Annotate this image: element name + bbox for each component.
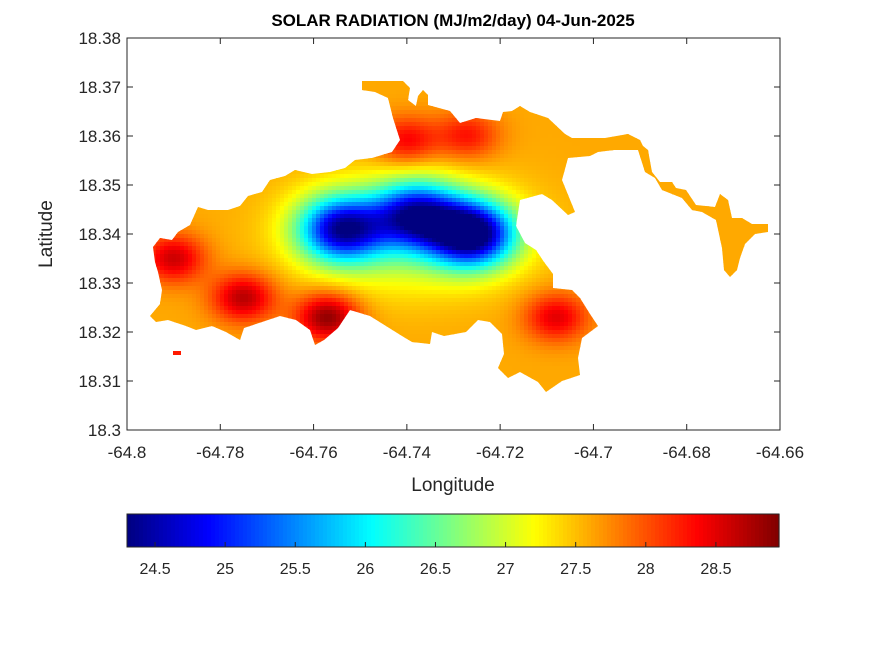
x-tick-label: -64.7 <box>574 443 613 462</box>
x-tick-label: -64.8 <box>108 443 147 462</box>
colorbar-tick-label: 25 <box>216 561 234 578</box>
small-cay <box>173 351 181 355</box>
y-axis-label: Latitude <box>36 200 57 268</box>
axes: -64.8 -64.78 -64.76 -64.74 -64.72 -64.7 -64.68… <box>78 29 804 462</box>
colorbar-strip <box>127 514 780 547</box>
x-ticks: -64.8 -64.78 -64.76 -64.74 -64.72 -64.7 -64.68… <box>108 38 804 462</box>
y-tick-label: 18.38 <box>78 29 121 48</box>
colorbar-ticks: 24.5 25 25.5 26 26.5 27 27.5 28 28.5 <box>139 542 732 578</box>
y-tick-label: 18.3 <box>88 421 121 440</box>
x-axis-label: Longitude <box>411 475 494 496</box>
colorbar-frame <box>126 513 780 548</box>
x-tick-label: -64.78 <box>196 443 244 462</box>
colorbar-tick-label: 27 <box>497 561 515 578</box>
y-tick-label: 18.33 <box>78 274 121 293</box>
x-tick-label: -64.72 <box>476 443 524 462</box>
colorbar-tick-label: 26.5 <box>420 561 451 578</box>
y-ticks: 18.3 18.31 18.32 18.33 18.34 18.35 18.36 18.37 1… <box>78 29 780 440</box>
colorbar-tick-label: 24.5 <box>139 561 170 578</box>
x-tick-label: -64.66 <box>756 443 804 462</box>
colorbar-tick-label: 28.5 <box>700 561 731 578</box>
y-tick-label: 18.32 <box>78 323 121 342</box>
y-tick-label: 18.34 <box>78 225 121 244</box>
colorbar: 24.5 25 25.5 26 26.5 27 27.5 28 28.5 <box>126 513 780 578</box>
chart-title: SOLAR RADIATION (MJ/m2/day) 04-Jun-2025 <box>271 11 634 30</box>
colorbar-tick-label: 26 <box>356 561 374 578</box>
colorbar-tick-label: 27.5 <box>560 561 591 578</box>
y-tick-label: 18.36 <box>78 127 121 146</box>
y-tick-label: 18.35 <box>78 176 121 195</box>
x-tick-label: -64.76 <box>289 443 337 462</box>
colorbar-tick-label: 28 <box>637 561 655 578</box>
colorbar-tick-label: 25.5 <box>280 561 311 578</box>
y-tick-label: 18.37 <box>78 78 121 97</box>
x-tick-label: -64.68 <box>663 443 711 462</box>
x-tick-label: -64.74 <box>383 443 431 462</box>
y-tick-label: 18.31 <box>78 372 121 391</box>
